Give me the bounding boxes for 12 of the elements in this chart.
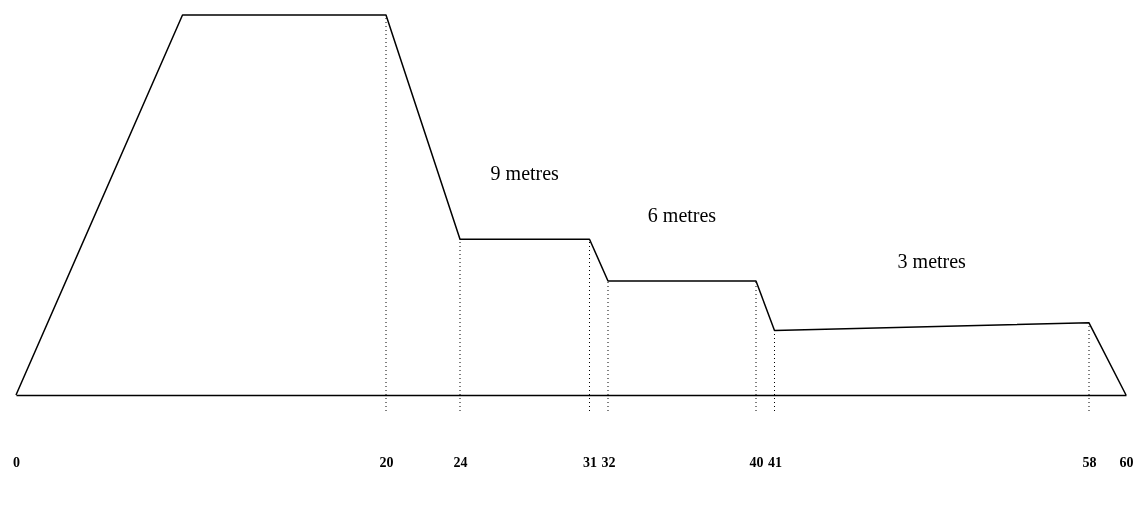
x-tick-label: 40 [749,454,764,470]
x-tick-label: 31 [583,454,597,470]
x-tick-label: 58 [1082,454,1097,470]
x-tick-label: 32 [601,454,616,470]
x-tick-label: 60 [1119,454,1134,470]
annotation: 6 metres [647,204,717,226]
annotation: 9 metres [490,162,560,185]
x-tick-label: 41 [768,454,782,470]
x-tick-label: 24 [453,454,468,470]
x-tick-label: 20 [379,454,394,470]
x-tick-label: 0 [13,454,20,470]
annotation: 3 metres [897,249,967,272]
